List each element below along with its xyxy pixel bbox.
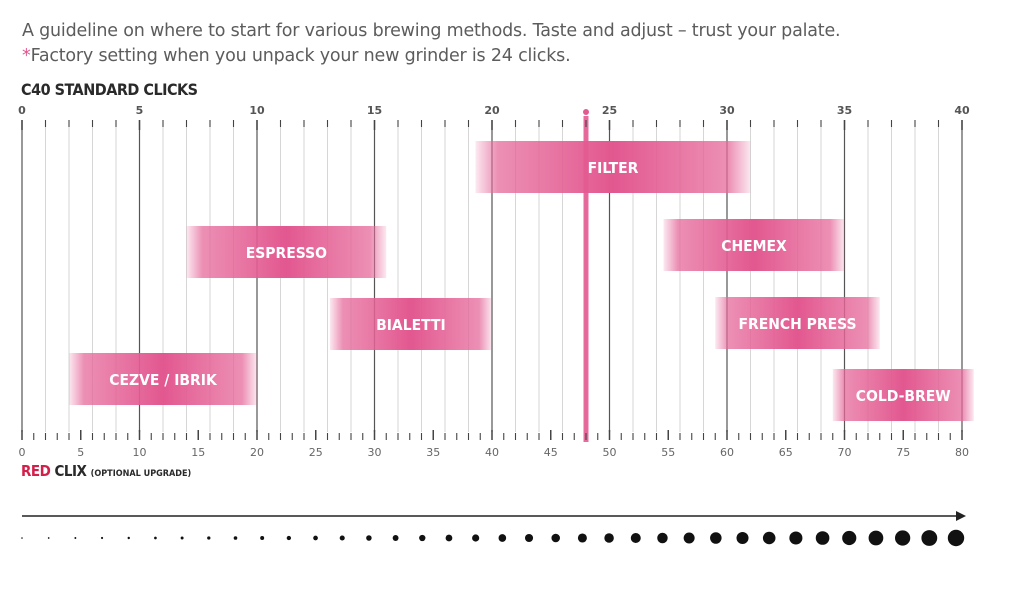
grind-size-dot [630, 533, 641, 543]
top-tick-label: 20 [484, 104, 500, 117]
bottom-tick-label: 30 [368, 446, 382, 459]
grind-size-dot [789, 531, 803, 545]
factory-note: Factory setting when you unpack your new… [30, 46, 571, 66]
method-band [475, 141, 751, 193]
top-tick-label: 25 [602, 104, 617, 117]
top-tick-label: 40 [954, 104, 970, 117]
bottom-tick-label: 55 [661, 446, 675, 459]
clix-word: CLIX [54, 462, 87, 480]
grind-size-dot [366, 535, 372, 541]
grind-size-dot [868, 530, 884, 546]
intro-line-2: *Factory setting when you unpack your ne… [22, 46, 571, 66]
bottom-tick-label: 65 [779, 446, 793, 459]
grind-size-dot [710, 532, 722, 544]
bottom-tick-label: 35 [426, 446, 440, 459]
grind-size-dot [100, 536, 104, 540]
grind-size-dot [894, 530, 911, 546]
grind-size-dot [207, 536, 211, 540]
grind-size-dot [657, 532, 668, 544]
method-label: FRENCH PRESS [738, 315, 856, 333]
bottom-tick-label: 10 [133, 446, 147, 459]
grind-size-dot [286, 535, 292, 541]
grind-size-dot [445, 534, 453, 542]
grind-size-dot [392, 535, 399, 541]
grind-size-dot [921, 530, 938, 546]
intro-line-1: A guideline on where to start for variou… [22, 21, 841, 41]
grind-size-dot [180, 536, 184, 540]
grind-size-dot [154, 536, 157, 540]
grind-size-dot [47, 537, 50, 539]
bottom-tick-label: 60 [720, 446, 734, 459]
bottom-axis-title: RED CLIX (OPTIONAL UPGRADE) [21, 462, 191, 480]
method-band [69, 353, 257, 405]
bottom-tick-label: 15 [191, 446, 205, 459]
method-band [663, 219, 845, 271]
grind-size-dot [683, 532, 695, 544]
optional-upgrade-note: (OPTIONAL UPGRADE) [90, 469, 192, 479]
bottom-tick-label: 40 [485, 446, 499, 459]
bottom-tick-label: 70 [838, 446, 852, 459]
bottom-tick-label: 45 [544, 446, 558, 459]
method-band [715, 297, 880, 349]
grind-size-dot [842, 530, 857, 546]
factory-star: * [22, 46, 31, 66]
grind-size-dot [21, 537, 23, 539]
grind-size-dot [577, 533, 587, 543]
bottom-tick-label: 20 [250, 446, 264, 459]
method-label: CEZVE / IBRIK [109, 371, 218, 389]
factory-setting-line [583, 116, 589, 442]
bottom-tick-label: 25 [309, 446, 323, 459]
bottom-tick-label: 5 [77, 446, 84, 459]
top-tick-label: 30 [719, 104, 735, 117]
grind-size-dot [74, 537, 77, 539]
top-axis-title: C40 STANDARD CLICKS [21, 80, 198, 99]
top-tick-label: 0 [18, 104, 26, 117]
method-label: COLD-BREW [856, 387, 951, 405]
grind-size-dot [419, 534, 426, 542]
grind-size-dot [524, 533, 534, 543]
grind-arrow-head [956, 511, 966, 521]
top-tick-label: 10 [249, 104, 265, 117]
bottom-tick-label: 80 [955, 446, 969, 459]
top-tick-label: 5 [136, 104, 144, 117]
bottom-tick-label: 50 [603, 446, 617, 459]
top-tick-label: 35 [837, 104, 852, 117]
method-band [186, 226, 387, 278]
top-tick-label: 15 [367, 104, 382, 117]
red-word: RED [21, 462, 51, 480]
factory-setting-marker [583, 109, 589, 115]
bottom-tick-label: 0 [19, 446, 26, 459]
grind-size-dot [815, 531, 830, 545]
method-band [329, 298, 492, 350]
grind-size-dot [260, 536, 265, 540]
method-label: FILTER [588, 159, 639, 177]
grind-size-dot [498, 534, 507, 542]
method-label: CHEMEX [721, 237, 787, 255]
grind-size-dot [339, 535, 345, 541]
grind-size-dot [736, 531, 749, 545]
grind-size-dot [762, 531, 776, 545]
grind-size-dot [604, 533, 614, 543]
grind-size-dot [472, 534, 480, 542]
method-label: ESPRESSO [246, 244, 327, 262]
grind-size-dot [551, 533, 560, 543]
method-band [832, 369, 974, 421]
grind-size-dot [233, 536, 238, 540]
grind-size-dot [127, 536, 130, 540]
grind-size-dot [313, 535, 318, 541]
grind-size-dot [947, 529, 965, 547]
bottom-tick-label: 75 [896, 446, 910, 459]
method-label: BIALETTI [376, 316, 446, 334]
